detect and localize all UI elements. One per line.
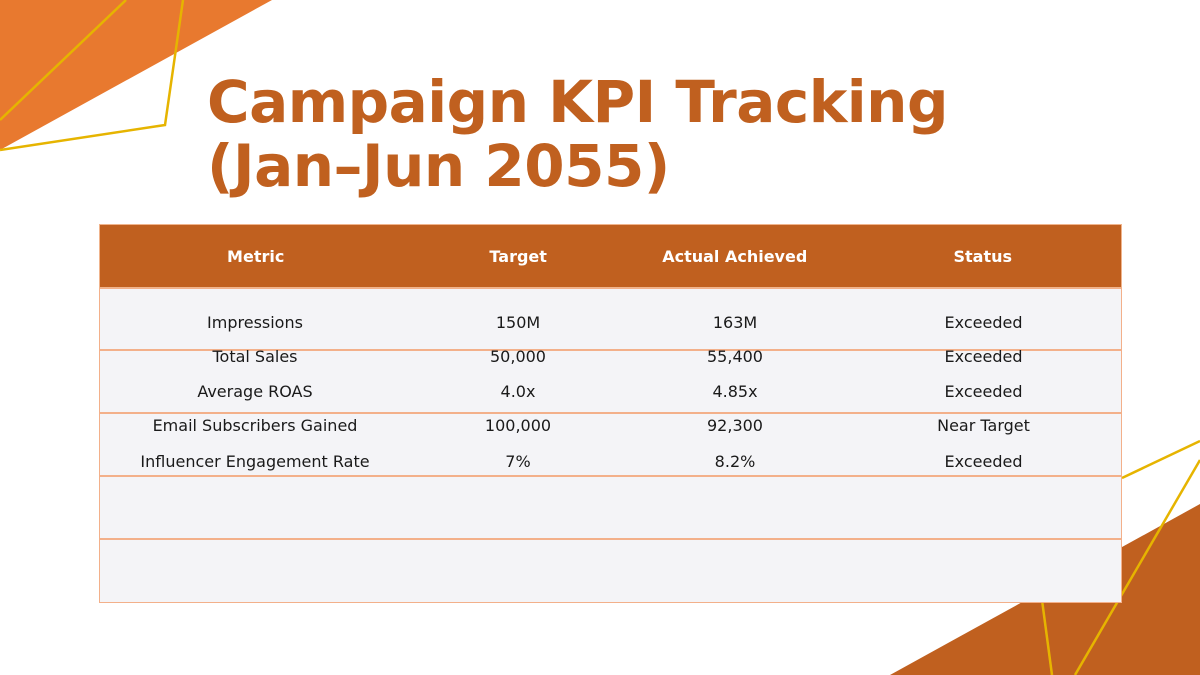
cell-metric: Impressions: [207, 312, 303, 332]
cell-target: 50,000: [490, 346, 546, 366]
cell-status: Exceeded: [944, 312, 1023, 332]
table-band-5: [99, 539, 1122, 603]
cell-target: 4.0x: [500, 381, 536, 401]
table-header: Metric Target Actual Achieved Status: [99, 224, 1122, 288]
top-left-yellow-diagonal: [0, 0, 127, 121]
cell-actual: 92,300: [707, 415, 763, 435]
cell-metric: Email Subscribers Gained: [152, 415, 358, 435]
title-line-2: (Jan–Jun 2055): [207, 132, 670, 200]
page-title: Campaign KPI Tracking (Jan–Jun 2055): [207, 70, 1107, 198]
cell-metric: Total Sales: [212, 346, 298, 366]
cell-actual: 163M: [712, 312, 758, 332]
header-metric: Metric: [227, 246, 285, 266]
header-status: Status: [953, 246, 1013, 266]
cell-status: Exceeded: [944, 381, 1023, 401]
cell-actual: 4.85x: [712, 381, 758, 401]
table-row: Email Subscribers Gained 100,000 92,300 …: [99, 413, 1122, 437]
cell-metric: Average ROAS: [197, 381, 313, 401]
table-band-4: [99, 476, 1122, 539]
cell-target: 7%: [505, 451, 531, 471]
cell-status: Exceeded: [944, 451, 1023, 471]
kpi-table: Metric Target Actual Achieved Status Imp…: [99, 224, 1122, 603]
table-row: Influencer Engagement Rate 7% 8.2% Excee…: [99, 449, 1122, 473]
table-band-2: [99, 350, 1122, 413]
cell-actual: 55,400: [707, 346, 763, 366]
table-row: Total Sales 50,000 55,400 Exceeded: [99, 344, 1122, 368]
bottom-right-yellow-line-1: [1121, 439, 1200, 480]
cell-metric: Influencer Engagement Rate: [140, 451, 370, 471]
bottom-right-yellow-line-3: [1040, 599, 1054, 675]
cell-target: 150M: [495, 312, 541, 332]
title-line-1: Campaign KPI Tracking: [207, 68, 948, 136]
table-band-3: [99, 413, 1122, 476]
cell-status: Exceeded: [944, 346, 1023, 366]
header-target: Target: [489, 246, 547, 266]
table-row: Average ROAS 4.0x 4.85x Exceeded: [99, 379, 1122, 403]
top-left-yellow-line: [0, 0, 185, 152]
header-actual: Actual Achieved: [662, 246, 808, 266]
cell-target: 100,000: [484, 415, 552, 435]
cell-status: Near Target: [937, 415, 1030, 435]
table-row: Impressions 150M 163M Exceeded: [99, 310, 1122, 334]
table-band-1: [99, 288, 1122, 350]
cell-actual: 8.2%: [714, 451, 756, 471]
